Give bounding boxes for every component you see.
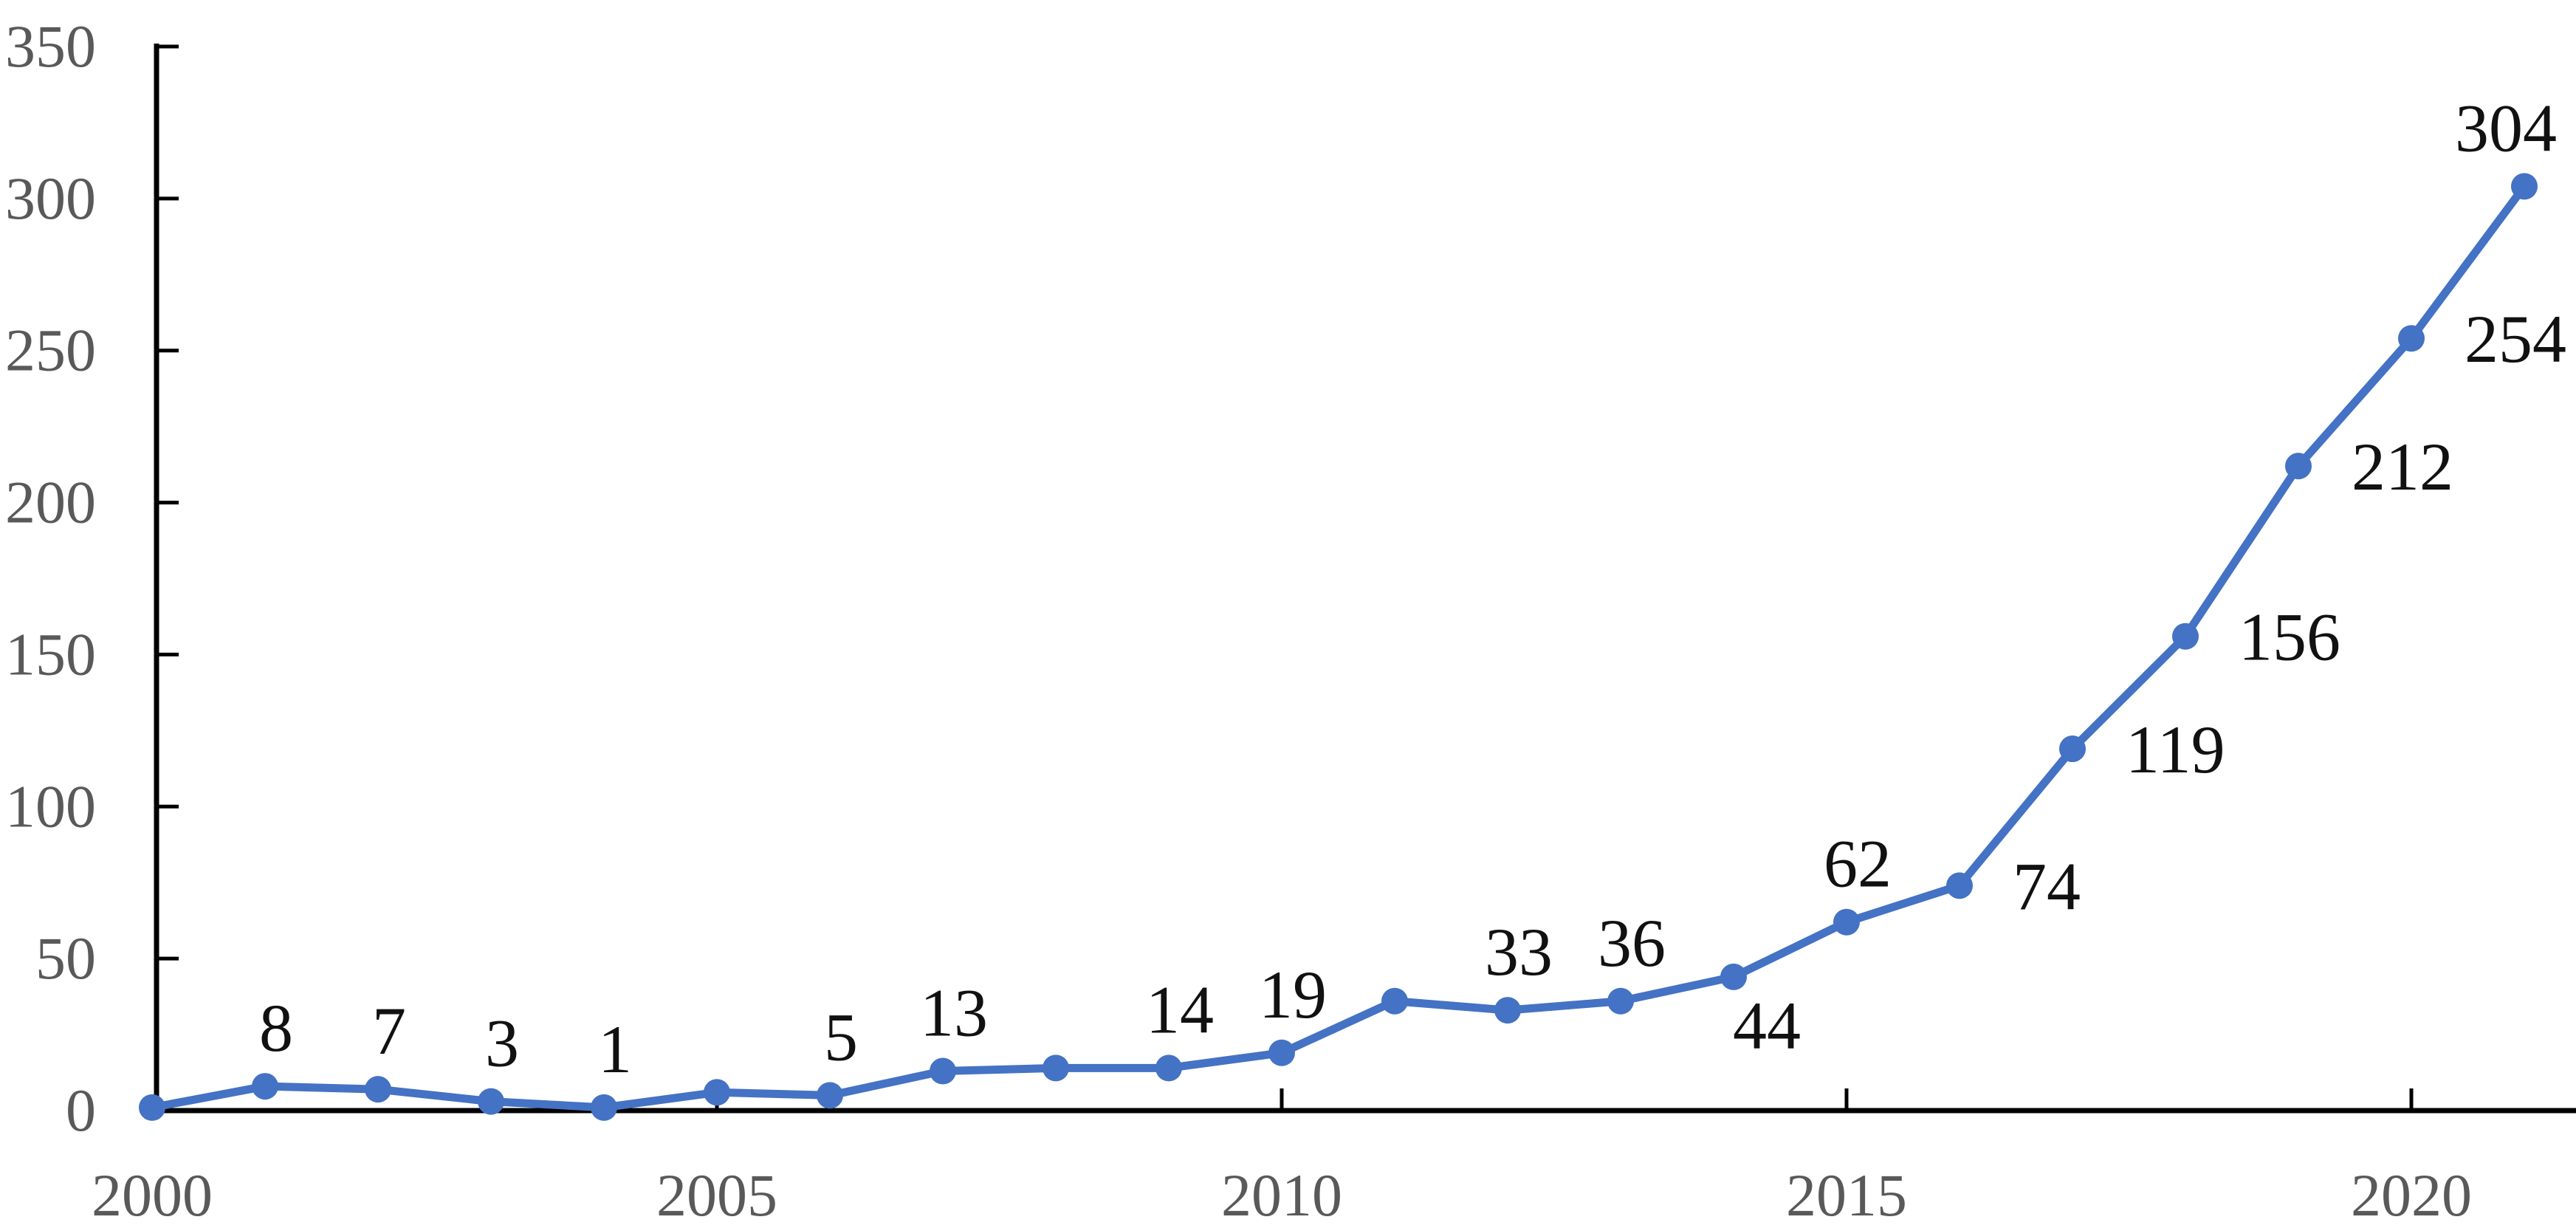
y-tick-label: 200 xyxy=(5,469,96,536)
data-point-marker xyxy=(1381,987,1408,1015)
data-point-label: 19 xyxy=(1259,957,1327,1032)
data-point-marker xyxy=(1494,997,1521,1024)
data-point-marker xyxy=(704,1079,730,1106)
data-point-label: 36 xyxy=(1598,905,1666,981)
data-point-marker xyxy=(2172,622,2199,650)
data-point-label: 74 xyxy=(2013,848,2081,924)
y-tick-label: 100 xyxy=(5,772,96,840)
data-point-label: 5 xyxy=(824,999,858,1074)
data-point-marker xyxy=(1268,1039,1295,1066)
data-point-marker xyxy=(1720,963,1747,990)
data-point-marker xyxy=(2285,453,2312,480)
data-point-marker xyxy=(1946,872,1973,899)
y-tick-label: 300 xyxy=(5,165,96,232)
x-tick-label: 2010 xyxy=(1221,1162,1342,1228)
y-tick-label: 50 xyxy=(35,925,96,992)
data-point-label: 8 xyxy=(259,990,293,1066)
data-point-label: 14 xyxy=(1146,972,1214,1047)
data-point-label: 13 xyxy=(920,975,988,1050)
data-point-marker xyxy=(252,1073,278,1100)
data-point-label: 62 xyxy=(1824,826,1892,902)
data-point-marker xyxy=(2059,735,2086,763)
data-point-label: 1 xyxy=(598,1012,632,1087)
data-point-marker xyxy=(1833,908,1860,936)
series-line xyxy=(148,182,2529,1112)
data-point-marker xyxy=(365,1076,391,1103)
x-tick-label: 2000 xyxy=(92,1162,213,1228)
data-point-marker xyxy=(930,1057,956,1085)
data-point-marker xyxy=(478,1088,504,1115)
data-point-label: 119 xyxy=(2126,712,2225,787)
x-tick-label: 2005 xyxy=(656,1162,777,1228)
data-point-marker xyxy=(2511,173,2538,200)
data-point-marker xyxy=(591,1094,617,1121)
data-point-label: 33 xyxy=(1485,914,1553,989)
data-point-marker xyxy=(1043,1054,1069,1082)
data-point-label: 7 xyxy=(372,993,406,1069)
x-tick-label: 2020 xyxy=(2351,1162,2472,1228)
data-point-label: 44 xyxy=(1733,988,1801,1063)
y-tick-label: 150 xyxy=(5,620,96,687)
data-point-label: 156 xyxy=(2239,600,2340,675)
data-point-label: 212 xyxy=(2352,429,2453,504)
y-tick-label: 0 xyxy=(66,1077,96,1144)
data-point-marker xyxy=(817,1082,843,1109)
data-point-marker xyxy=(1155,1054,1182,1082)
y-tick-label: 350 xyxy=(5,13,96,80)
data-point-marker xyxy=(2398,325,2425,352)
data-point-label: 254 xyxy=(2465,301,2566,377)
x-tick-label: 2015 xyxy=(1786,1162,1907,1228)
data-point-marker xyxy=(1607,987,1634,1015)
data-point-marker xyxy=(139,1094,165,1121)
y-tick-label: 250 xyxy=(5,317,96,384)
data-point-label: 304 xyxy=(2455,90,2557,165)
data-point-label: 3 xyxy=(485,1006,519,1081)
